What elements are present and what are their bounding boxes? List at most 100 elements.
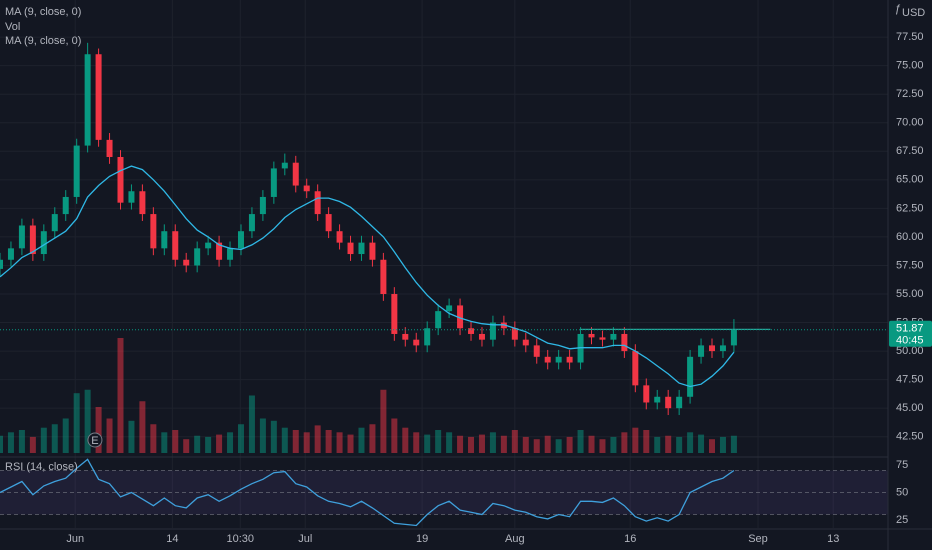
volume-bar <box>643 430 650 453</box>
y-tick-label: 45.00 <box>896 402 924 414</box>
volume-bar <box>533 439 540 453</box>
rsi-tick-label: 50 <box>896 486 908 498</box>
candle-body <box>424 328 431 346</box>
candle-body <box>391 294 398 334</box>
candle-body <box>51 214 58 232</box>
candle-body <box>610 333 617 340</box>
volume-bar <box>478 434 485 453</box>
volume-bar <box>413 432 420 453</box>
y-tick-label: 72.50 <box>896 88 924 100</box>
y-tick-label: 65.00 <box>896 174 924 186</box>
legend-ma: MA (9, close, 0) <box>5 6 81 18</box>
volume-bar <box>380 389 387 453</box>
candle-body <box>161 231 168 249</box>
volume-bar <box>281 427 288 453</box>
candle-body <box>709 345 716 352</box>
candle-body <box>621 333 628 352</box>
volume-bar <box>73 393 80 453</box>
candle-body <box>698 345 705 357</box>
x-tick-label: 16 <box>624 533 636 545</box>
volume-bar <box>489 432 496 453</box>
candle-body <box>402 333 409 340</box>
candle-body <box>62 196 69 215</box>
volume-bar <box>522 436 529 453</box>
candle-body <box>95 54 102 140</box>
candle-body <box>413 339 420 346</box>
last-price-label: 51.87 <box>896 323 924 335</box>
volume-bar <box>84 389 91 453</box>
volume-bar <box>621 432 628 453</box>
volume-bar <box>117 338 124 453</box>
volume-bar <box>588 435 595 453</box>
candle-body <box>194 248 201 266</box>
candle-body <box>0 259 3 269</box>
rsi-tick-label: 75 <box>896 459 908 471</box>
candle-body <box>599 337 606 340</box>
candle-body <box>248 214 255 232</box>
candle-body <box>544 356 551 363</box>
candle-body <box>73 145 80 197</box>
candle-body <box>719 345 726 352</box>
candle-body <box>216 242 223 260</box>
volume-bar <box>730 435 737 453</box>
candle-body <box>205 242 212 249</box>
y-tick-label: 42.50 <box>896 431 924 443</box>
volume-bar <box>270 420 277 453</box>
candle-body <box>314 191 321 215</box>
volume-bar <box>172 430 179 453</box>
candle-body <box>227 248 234 260</box>
candle-body <box>128 191 135 203</box>
candle-body <box>478 333 485 340</box>
x-tick-label: Aug <box>505 533 525 545</box>
volume-bar <box>566 436 573 453</box>
candle-body <box>150 214 157 249</box>
volume-bar <box>237 424 244 453</box>
candle-body <box>139 191 146 215</box>
volume-bar <box>391 418 398 453</box>
candle-body <box>117 156 124 203</box>
volume-bar <box>194 435 201 453</box>
volume-bar <box>719 436 726 453</box>
candle-body <box>369 242 376 260</box>
volume-bar <box>248 395 255 453</box>
y-tick-label: 60.00 <box>896 231 924 243</box>
x-tick-label: Sep <box>748 533 768 545</box>
volume-bar <box>216 434 223 453</box>
volume-bar <box>358 427 365 453</box>
candle-body <box>555 356 562 363</box>
candle-body <box>654 396 661 403</box>
volume-bar <box>259 418 266 453</box>
legend-vol-ma: MA (9, close, 0) <box>5 35 81 47</box>
currency: USD <box>902 7 925 19</box>
candle-body <box>435 311 442 329</box>
volume-bar <box>227 432 234 453</box>
volume-bar <box>632 427 639 453</box>
volume-bar <box>18 430 25 453</box>
candle-body <box>676 396 683 409</box>
legend-vol: Vol <box>5 21 20 33</box>
volume-bar <box>205 436 212 453</box>
event-marker <box>87 432 103 448</box>
volume-bar <box>435 430 442 453</box>
volume-bar <box>325 430 332 453</box>
y-tick-label: 50.00 <box>896 345 924 357</box>
candle-body <box>665 396 672 409</box>
y-tick-label: 70.00 <box>896 117 924 129</box>
candle-body <box>259 196 266 215</box>
candle-body <box>106 139 113 157</box>
y-tick-label: 62.50 <box>896 202 924 214</box>
candle-body <box>303 185 310 192</box>
volume-bar <box>95 407 102 453</box>
volume-bar <box>424 434 431 453</box>
candle-body <box>457 305 464 329</box>
volume-bar <box>40 427 47 453</box>
y-tick-label: 67.50 <box>896 145 924 157</box>
candle-body <box>730 329 737 346</box>
candle-body <box>29 225 36 255</box>
y-tick-label: 77.50 <box>896 31 924 43</box>
candle-body <box>446 305 453 312</box>
volume-bar <box>577 430 584 453</box>
volume-bar <box>654 436 661 453</box>
volume-bar <box>446 432 453 453</box>
volume-bar <box>599 439 606 453</box>
